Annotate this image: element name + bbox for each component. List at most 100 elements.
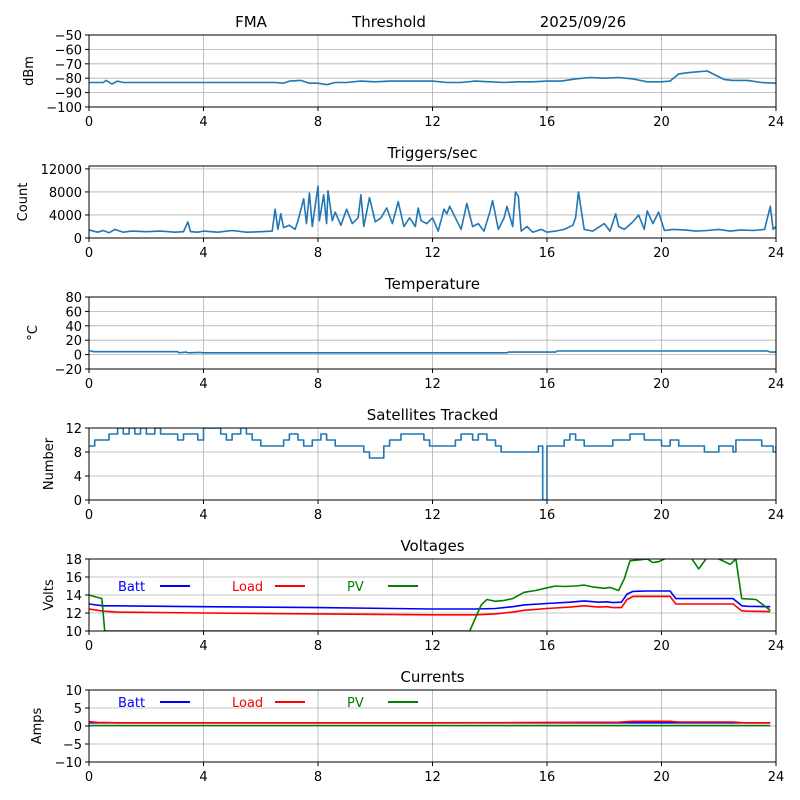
- y-tick-label: 0: [74, 349, 82, 364]
- chart-title: Temperature: [384, 275, 480, 293]
- legend-item-batt: Batt: [118, 580, 190, 595]
- y-tick-label: 20: [65, 334, 82, 349]
- series-line-signal: [89, 70, 776, 86]
- x-tick-label: 20: [653, 377, 670, 392]
- chart-title: Voltages: [400, 537, 464, 555]
- chart-title: Triggers/sec: [387, 144, 478, 162]
- y-tick-label: −90: [55, 87, 82, 102]
- legend-item-batt: Batt: [118, 696, 190, 711]
- panel-voltages: 0 4 8 12 16 20 24 10 12 14 16 18 Voltages Volts Batt Lo…: [42, 537, 784, 654]
- x-tick-label: 12: [424, 639, 441, 654]
- legend-label: Batt: [118, 696, 145, 711]
- x-tick-label: 0: [85, 508, 93, 523]
- x-tick-label: 20: [653, 639, 670, 654]
- x-tick-label: 24: [768, 115, 785, 130]
- y-tick-label: 10: [65, 625, 82, 640]
- y-tick-label: −10: [55, 756, 82, 771]
- x-tick-label: 16: [539, 770, 556, 785]
- x-tick-label: 16: [539, 115, 556, 130]
- y-tick-label: 5: [74, 702, 82, 717]
- y-tick-label: 8000: [49, 186, 82, 201]
- y-axis-label: Volts: [42, 579, 57, 611]
- panel-triggers: 0 4 8 12 16 20 24 0 4000 8000 12000 Triggers/sec Cou…: [16, 144, 784, 261]
- x-tick-label: 12: [424, 770, 441, 785]
- x-tick-label: 0: [85, 770, 93, 785]
- panel-satellites: 0 4 8 12 16 20 24 0 4 8 12 Satellites Tracked Number: [42, 406, 784, 523]
- legend-label: Load: [232, 696, 263, 711]
- y-axis-label: Amps: [30, 707, 45, 744]
- y-tick-label: 0: [74, 232, 82, 247]
- x-tick-label: 24: [768, 508, 785, 523]
- x-tick-label: 8: [314, 115, 322, 130]
- panel-signal: 0 4 8 12 16 20 24 −100−90−80−70−60−50 dBm: [22, 29, 784, 130]
- x-tick-label: 8: [314, 508, 322, 523]
- header-mode: Threshold: [351, 13, 426, 31]
- y-tick-label: 18: [65, 553, 82, 568]
- legend-item-pv: PV: [347, 696, 418, 711]
- y-tick-label: 12000: [41, 163, 82, 178]
- x-tick-label: 8: [314, 377, 322, 392]
- y-axis-label: °C: [26, 325, 41, 341]
- y-tick-label: 14: [65, 589, 82, 604]
- legend-item-load: Load: [232, 696, 305, 711]
- series-line-batt: [89, 590, 771, 610]
- series-group: [89, 428, 776, 500]
- x-tick-label: 4: [199, 377, 207, 392]
- x-tick-label: 4: [199, 770, 207, 785]
- x-tick-label: 0: [85, 377, 93, 392]
- y-tick-label: −5: [63, 738, 82, 753]
- x-tick-label: 4: [199, 639, 207, 654]
- x-tick-label: 16: [539, 639, 556, 654]
- series-line-temperature: [89, 350, 776, 354]
- x-tick-label: 0: [85, 639, 93, 654]
- y-tick-label: −100: [46, 101, 82, 116]
- y-axis-label: Number: [42, 437, 57, 490]
- x-tick-label: 20: [653, 246, 670, 261]
- x-tick-label: 20: [653, 508, 670, 523]
- series-group: [89, 720, 771, 727]
- y-axis-label: dBm: [22, 56, 37, 86]
- x-tick-label: 12: [424, 508, 441, 523]
- y-axis-label: Count: [16, 183, 31, 222]
- legend-item-pv: PV: [347, 580, 418, 595]
- x-tick-label: 24: [768, 246, 785, 261]
- chart-title: Currents: [400, 668, 464, 686]
- legend-label: Batt: [118, 580, 145, 595]
- x-tick-label: 20: [653, 770, 670, 785]
- series-line-triggers: [89, 185, 776, 234]
- x-tick-label: 8: [314, 639, 322, 654]
- x-tick-label: 12: [424, 377, 441, 392]
- x-tick-label: 16: [539, 377, 556, 392]
- header-station: FMA: [235, 13, 268, 31]
- y-tick-label: −20: [55, 363, 82, 378]
- y-tick-label: 12: [65, 607, 82, 622]
- header-date: 2025/09/26: [540, 13, 626, 31]
- series-line-load: [89, 720, 771, 724]
- x-tick-label: 12: [424, 246, 441, 261]
- x-tick-label: 0: [85, 246, 93, 261]
- legend-label: PV: [347, 580, 364, 595]
- chart-title: Satellites Tracked: [367, 406, 498, 424]
- y-tick-label: 10: [65, 684, 82, 699]
- x-tick-label: 4: [199, 115, 207, 130]
- x-tick-label: 4: [199, 246, 207, 261]
- legend-label: PV: [347, 696, 364, 711]
- x-tick-label: 20: [653, 115, 670, 130]
- y-tick-label: −80: [55, 72, 82, 87]
- series-line-pv: [89, 559, 771, 631]
- x-tick-label: 16: [539, 508, 556, 523]
- y-tick-label: 60: [65, 305, 82, 320]
- panel-currents: 0 4 8 12 16 20 24 −10 −5 0 5 10 Currents Amps Batt Load…: [30, 668, 784, 785]
- series-group: [89, 70, 776, 86]
- x-tick-label: 24: [768, 770, 785, 785]
- y-tick-label: 80: [65, 291, 82, 306]
- series-group: [89, 559, 771, 631]
- y-tick-label: 0: [74, 720, 82, 735]
- legend-label: Load: [232, 580, 263, 595]
- legend-item-load: Load: [232, 580, 305, 595]
- y-tick-label: 12: [65, 422, 82, 437]
- series-group: [89, 185, 776, 234]
- y-tick-label: 40: [65, 320, 82, 335]
- series-group: [89, 350, 776, 354]
